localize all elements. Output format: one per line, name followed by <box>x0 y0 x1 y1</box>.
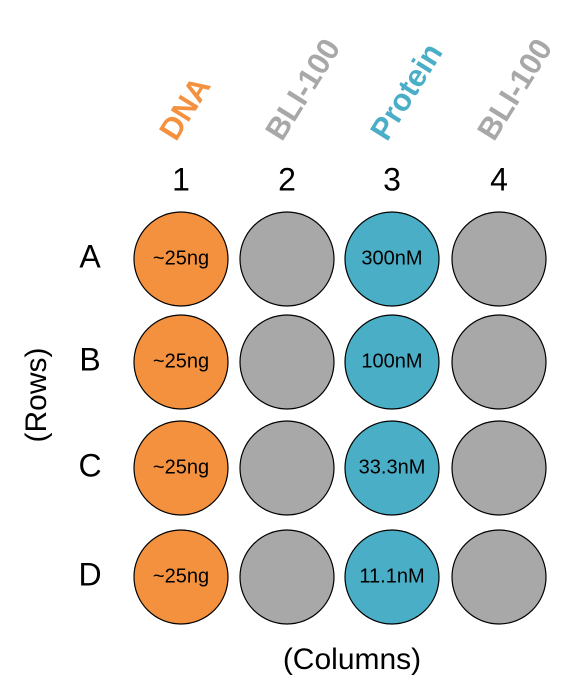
well <box>451 529 547 625</box>
well-label: 11.1nM <box>359 565 424 587</box>
well-label: ~25ng <box>153 456 209 478</box>
row-label: B <box>79 341 100 377</box>
well <box>451 314 547 410</box>
well <box>239 314 335 410</box>
well <box>133 211 229 307</box>
well-label: 300nM <box>361 247 422 269</box>
well <box>133 314 229 410</box>
column-number: 3 <box>383 161 401 197</box>
well <box>344 529 440 625</box>
well <box>239 420 335 516</box>
well <box>133 420 229 516</box>
column-number: 2 <box>278 161 296 197</box>
column-number: 4 <box>490 161 508 197</box>
well <box>344 314 440 410</box>
row-axis-label: (Rows) <box>20 348 53 443</box>
well-label: ~25ng <box>153 565 209 587</box>
well-label: 33.3nM <box>359 456 426 478</box>
column-header: BLI-100 <box>470 33 559 147</box>
column-header: Protein <box>363 37 449 146</box>
well <box>239 211 335 307</box>
column-number: 1 <box>172 161 190 197</box>
well <box>451 420 547 516</box>
column-header: BLI-100 <box>258 33 347 147</box>
well <box>133 529 229 625</box>
row-label: C <box>78 447 101 483</box>
well-label: 100nM <box>361 350 422 372</box>
row-label: A <box>79 238 101 274</box>
well <box>239 529 335 625</box>
well <box>344 420 440 516</box>
column-axis-label: (Columns) <box>283 643 421 676</box>
row-label: D <box>78 556 101 592</box>
well <box>451 211 547 307</box>
well-label: ~25ng <box>153 247 209 269</box>
column-header: DNA <box>152 71 217 147</box>
well-label: ~25ng <box>153 350 209 372</box>
well <box>344 211 440 307</box>
